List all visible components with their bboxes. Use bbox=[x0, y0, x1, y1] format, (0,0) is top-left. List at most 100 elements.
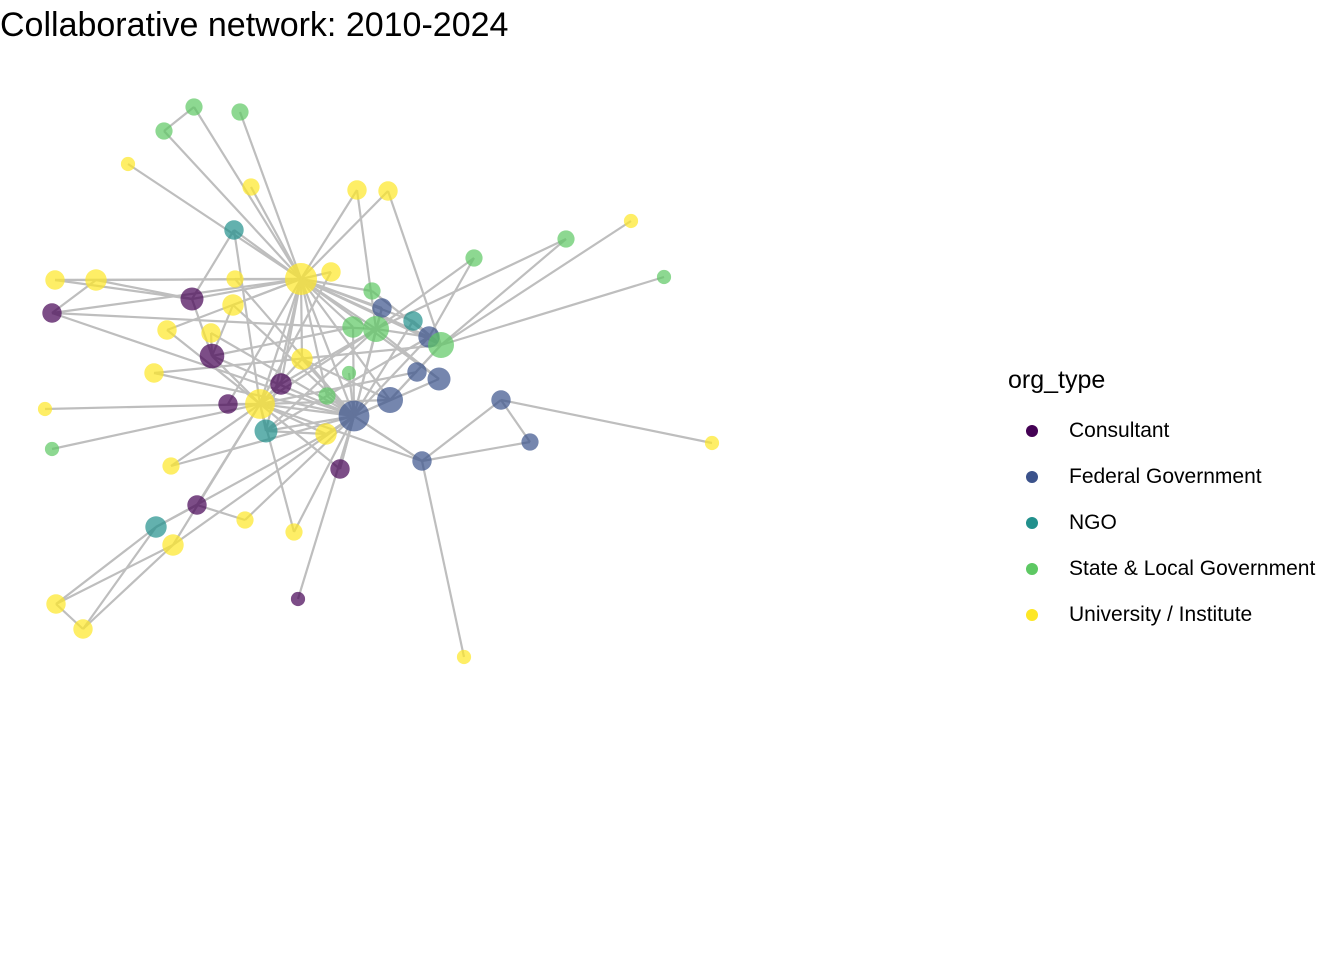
network-node bbox=[224, 220, 244, 240]
network-node bbox=[201, 323, 221, 343]
legend-key-ngo bbox=[1026, 517, 1038, 529]
network-edge bbox=[259, 402, 423, 463]
network-node bbox=[521, 433, 539, 451]
network-node bbox=[315, 423, 337, 445]
network-node bbox=[428, 332, 454, 358]
legend-key-federal-government bbox=[1026, 471, 1038, 483]
network-edge bbox=[191, 229, 235, 300]
network-node bbox=[144, 363, 164, 383]
network-node bbox=[44, 441, 60, 457]
network-node bbox=[231, 103, 249, 121]
chart-title: Collaborative network: 2010-2024 bbox=[0, 6, 509, 44]
legend-label: University / Institute bbox=[1069, 603, 1253, 626]
network-node bbox=[37, 401, 53, 417]
network-node bbox=[42, 303, 62, 323]
network-node bbox=[270, 373, 292, 395]
network-node bbox=[45, 270, 65, 290]
network-node bbox=[85, 269, 107, 291]
network-node bbox=[491, 390, 511, 410]
network-node bbox=[236, 511, 254, 529]
network-edge bbox=[55, 544, 174, 605]
network-edge bbox=[155, 433, 327, 528]
network-edge bbox=[293, 415, 355, 533]
network-edge bbox=[127, 163, 302, 280]
network-edge bbox=[420, 460, 466, 658]
network-node bbox=[363, 282, 381, 300]
network-edge bbox=[428, 257, 475, 338]
network-node bbox=[338, 400, 370, 432]
network-node bbox=[162, 534, 184, 556]
network-node bbox=[145, 516, 167, 538]
network-node bbox=[242, 178, 260, 196]
network-edge bbox=[300, 278, 442, 346]
network-edge bbox=[300, 277, 414, 323]
network-edge bbox=[55, 526, 157, 605]
network-edge bbox=[353, 320, 414, 417]
network-node bbox=[285, 523, 303, 541]
network-node bbox=[318, 387, 336, 405]
network-node bbox=[285, 263, 317, 295]
network-edge bbox=[301, 358, 391, 401]
network-node bbox=[427, 367, 451, 391]
legend-key-university-institute bbox=[1026, 609, 1038, 621]
legend-item-university-institute: University / Institute bbox=[1008, 592, 1344, 638]
legend-label: Consultant bbox=[1069, 419, 1170, 442]
network-edge bbox=[258, 278, 303, 405]
network-node bbox=[412, 451, 432, 471]
network-edge bbox=[421, 399, 502, 462]
network-edge bbox=[440, 275, 665, 347]
network-node bbox=[155, 122, 173, 140]
network-edge bbox=[265, 336, 430, 432]
network-node bbox=[291, 348, 313, 370]
legend-item-consultant: Consultant bbox=[1008, 408, 1344, 454]
network-edge bbox=[440, 220, 632, 346]
network-edge bbox=[300, 190, 389, 280]
network-node bbox=[180, 287, 204, 311]
network-edge bbox=[51, 311, 355, 418]
legend: org_type Consultant Federal Government N… bbox=[1008, 366, 1344, 638]
network-edge bbox=[238, 111, 303, 280]
legend-item-federal-government: Federal Government bbox=[1008, 454, 1344, 500]
network-node bbox=[403, 311, 423, 331]
network-node bbox=[120, 156, 136, 172]
network-node bbox=[377, 387, 403, 413]
network-edge bbox=[296, 415, 356, 600]
network-node bbox=[199, 343, 225, 369]
network-edge bbox=[300, 189, 358, 280]
legend-title: org_type bbox=[1008, 366, 1106, 394]
network-edge bbox=[170, 403, 261, 467]
network-edge bbox=[82, 526, 157, 630]
network-node bbox=[342, 316, 364, 338]
network-node bbox=[341, 365, 357, 381]
legend-label: NGO bbox=[1069, 511, 1117, 534]
network-node bbox=[218, 394, 238, 414]
network-node bbox=[290, 591, 306, 607]
legend-key-consultant bbox=[1026, 425, 1038, 437]
network-edge bbox=[259, 403, 341, 470]
network-edge bbox=[386, 190, 443, 346]
network-node bbox=[656, 269, 672, 285]
network-edge bbox=[227, 278, 302, 405]
legend-item-ngo: NGO bbox=[1008, 500, 1344, 546]
network-edge bbox=[82, 544, 174, 630]
network-node bbox=[157, 320, 177, 340]
legend-label: Federal Government bbox=[1069, 465, 1262, 488]
node-layer bbox=[37, 98, 720, 665]
network-node bbox=[46, 594, 66, 614]
network-node bbox=[407, 362, 427, 382]
network-edge bbox=[172, 403, 261, 546]
network-node bbox=[347, 180, 367, 200]
network-node bbox=[222, 294, 244, 316]
network-node bbox=[162, 457, 180, 475]
network-node bbox=[704, 435, 720, 451]
network-node bbox=[378, 181, 398, 201]
network-node bbox=[456, 649, 472, 665]
network-edge bbox=[259, 402, 355, 418]
network-edge bbox=[299, 278, 329, 397]
network-node bbox=[623, 213, 639, 229]
network-node bbox=[363, 316, 389, 342]
network-node bbox=[372, 298, 392, 318]
network-edge bbox=[211, 325, 354, 358]
network-edge bbox=[51, 311, 377, 331]
